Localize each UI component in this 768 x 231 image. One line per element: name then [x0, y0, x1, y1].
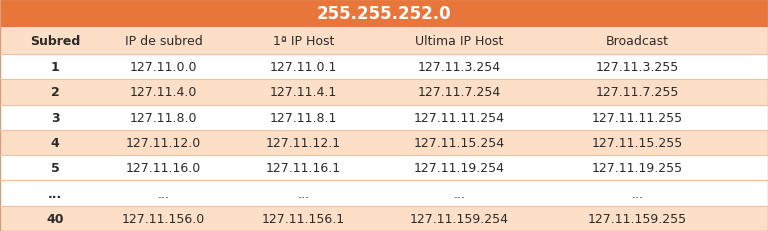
Bar [0, 80, 768, 105]
Text: 127.11.19.254: 127.11.19.254 [414, 162, 505, 175]
Text: 127.11.15.254: 127.11.15.254 [414, 137, 505, 149]
Text: 40: 40 [47, 212, 64, 225]
Bar [0, 55, 768, 80]
Text: 127.11.159.254: 127.11.159.254 [410, 212, 508, 225]
Text: 4: 4 [51, 137, 60, 149]
Bar [0, 28, 768, 55]
Text: 127.11.156.0: 127.11.156.0 [122, 212, 205, 225]
Text: 127.11.16.1: 127.11.16.1 [266, 162, 341, 175]
Text: ...: ... [48, 187, 62, 200]
Bar [0, 181, 768, 206]
Text: 127.11.19.255: 127.11.19.255 [592, 162, 683, 175]
Text: 127.11.0.0: 127.11.0.0 [130, 61, 197, 74]
Bar [0, 105, 768, 130]
Text: 127.11.3.254: 127.11.3.254 [418, 61, 501, 74]
Text: 255.255.252.0: 255.255.252.0 [316, 5, 452, 23]
Bar [0, 155, 768, 181]
Text: 127.11.15.255: 127.11.15.255 [592, 137, 683, 149]
Text: 127.11.11.254: 127.11.11.254 [414, 111, 505, 124]
Text: 127.11.4.0: 127.11.4.0 [130, 86, 197, 99]
Text: 127.11.8.1: 127.11.8.1 [270, 111, 337, 124]
Text: ...: ... [453, 187, 465, 200]
Text: 127.11.8.0: 127.11.8.0 [130, 111, 197, 124]
Text: 127.11.159.255: 127.11.159.255 [588, 212, 687, 225]
Bar [0, 130, 768, 155]
Bar [0, 0, 768, 28]
Text: 127.11.12.1: 127.11.12.1 [266, 137, 341, 149]
Text: 127.11.156.1: 127.11.156.1 [262, 212, 345, 225]
Text: 127.11.11.255: 127.11.11.255 [592, 111, 683, 124]
Text: 1: 1 [51, 61, 60, 74]
Text: 127.11.16.0: 127.11.16.0 [126, 162, 201, 175]
Text: 127.11.3.255: 127.11.3.255 [596, 61, 679, 74]
Text: 127.11.7.254: 127.11.7.254 [418, 86, 501, 99]
Text: 127.11.4.1: 127.11.4.1 [270, 86, 337, 99]
Text: ...: ... [631, 187, 644, 200]
Text: Subred: Subred [30, 35, 81, 48]
Text: 127.11.0.1: 127.11.0.1 [270, 61, 337, 74]
Bar [0, 206, 768, 231]
Text: 127.11.12.0: 127.11.12.0 [126, 137, 201, 149]
Text: ...: ... [157, 187, 170, 200]
Text: Ultima IP Host: Ultima IP Host [415, 35, 504, 48]
Text: 5: 5 [51, 162, 60, 175]
Text: 127.11.7.255: 127.11.7.255 [596, 86, 679, 99]
Text: 2: 2 [51, 86, 60, 99]
Text: 3: 3 [51, 111, 60, 124]
Text: 1ª IP Host: 1ª IP Host [273, 35, 334, 48]
Text: Broadcast: Broadcast [606, 35, 669, 48]
Text: IP de subred: IP de subred [124, 35, 203, 48]
Text: ...: ... [297, 187, 310, 200]
